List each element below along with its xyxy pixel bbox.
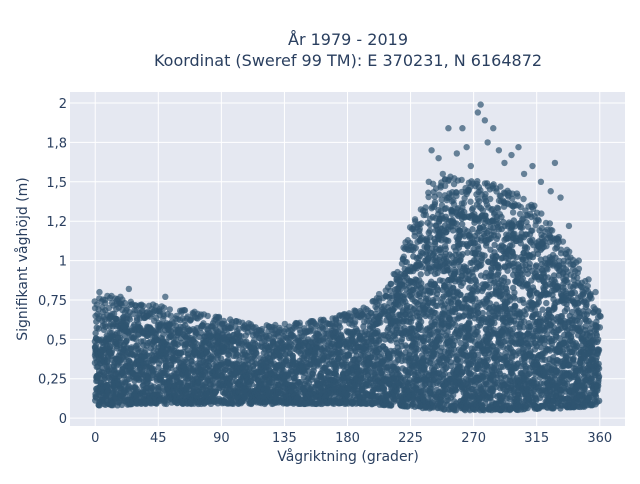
- data-point: [522, 311, 528, 317]
- data-point: [453, 387, 459, 393]
- data-point: [511, 289, 517, 295]
- data-point: [445, 238, 451, 244]
- data-point: [481, 252, 487, 258]
- data-point: [399, 336, 405, 342]
- data-point: [495, 233, 501, 239]
- data-point: [512, 303, 518, 309]
- data-point: [505, 279, 511, 285]
- data-point: [193, 340, 199, 346]
- data-point: [414, 341, 420, 347]
- data-point: [475, 334, 481, 340]
- data-point: [524, 245, 530, 251]
- data-point: [418, 271, 424, 277]
- data-point: [443, 246, 449, 252]
- data-point: [466, 321, 472, 327]
- data-point: [427, 228, 433, 234]
- data-point: [283, 357, 289, 363]
- data-point: [418, 319, 424, 325]
- data-point: [424, 296, 430, 302]
